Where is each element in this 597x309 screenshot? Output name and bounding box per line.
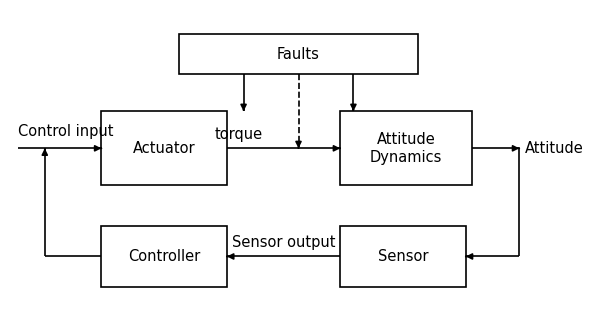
Text: Attitude: Attitude xyxy=(525,141,584,156)
Text: Sensor output: Sensor output xyxy=(232,235,336,250)
Text: torque: torque xyxy=(215,127,263,142)
Bar xyxy=(101,111,227,185)
Bar xyxy=(101,226,227,287)
Text: Control input: Control input xyxy=(18,124,113,139)
Text: Sensor: Sensor xyxy=(378,249,428,264)
Text: Attitude
Dynamics: Attitude Dynamics xyxy=(370,132,442,164)
Bar xyxy=(179,34,418,74)
Text: Controller: Controller xyxy=(128,249,201,264)
Text: Faults: Faults xyxy=(277,47,320,61)
Bar xyxy=(340,111,472,185)
Bar xyxy=(340,226,466,287)
Text: Actuator: Actuator xyxy=(133,141,195,156)
